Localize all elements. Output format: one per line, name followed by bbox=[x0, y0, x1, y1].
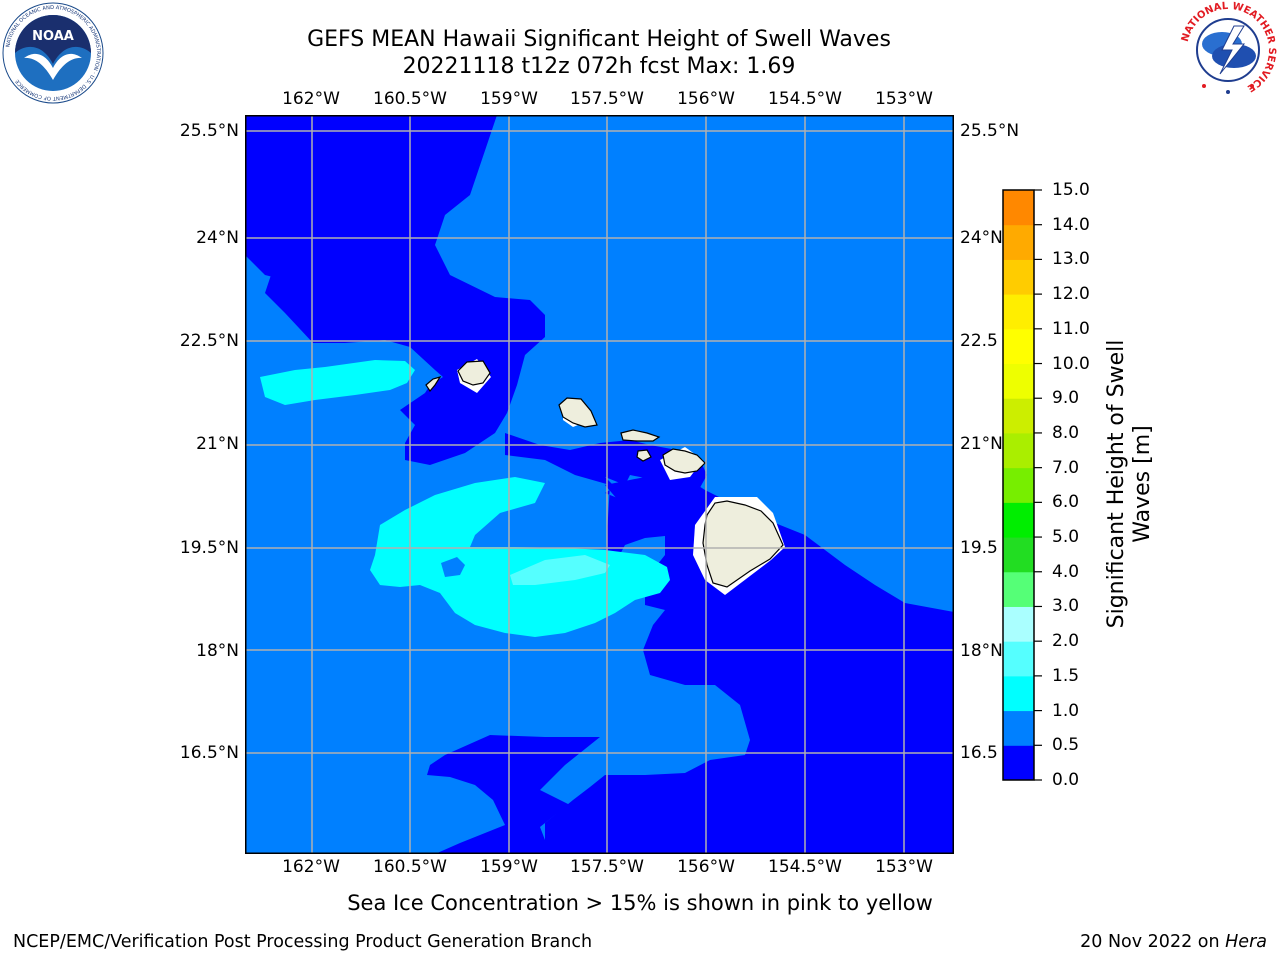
lon-tick-bottom-3: 159°W bbox=[480, 857, 538, 877]
lon-tick-top-4: 157.5°W bbox=[570, 89, 644, 109]
noaa-logo-text: NOAA bbox=[32, 29, 74, 44]
lon-tick-top-2: 160.5°W bbox=[373, 89, 447, 109]
colorbar-band-5 bbox=[1003, 571, 1034, 607]
colorbar-tick-label: 6.0 bbox=[1052, 492, 1080, 513]
band-1p0-1p5-northwest bbox=[260, 360, 415, 405]
lon-tick-bottom-7: 153°W bbox=[875, 857, 933, 877]
swell-height-map bbox=[245, 115, 954, 854]
map-frame bbox=[245, 115, 954, 854]
lat-tick-right-7: 16.5 bbox=[960, 743, 998, 763]
lon-tick-bottom-4: 157.5°W bbox=[570, 857, 644, 877]
colorbar-tick-label: 0.5 bbox=[1052, 735, 1080, 756]
footer-date: 20 Nov 2022 on Hera bbox=[1080, 932, 1267, 952]
band-0p5-1p0-hole bbox=[441, 557, 465, 577]
colorbar-tick-label: 0.0 bbox=[1052, 770, 1080, 790]
lat-tick-right-6: 18°N bbox=[960, 641, 1003, 661]
lon-tick-top-3: 159°W bbox=[480, 89, 538, 109]
map-title: GEFS MEAN Hawaii Significant Height of S… bbox=[307, 27, 891, 52]
colorbar-tick-label: 11.0 bbox=[1052, 318, 1090, 339]
colorbar bbox=[1002, 189, 1042, 781]
island-lanai bbox=[636, 449, 652, 462]
colorbar-tick-label: 15.0 bbox=[1052, 180, 1090, 200]
colorbar-tick-label: 8.0 bbox=[1052, 422, 1080, 443]
lon-tick-bottom-2: 160.5°W bbox=[373, 857, 447, 877]
colorbar-label: Significant Height of Swell Waves [m] bbox=[1104, 339, 1155, 629]
noaa-logo: NATIONAL OCEANIC AND ATMOSPHERIC ADMINIS… bbox=[2, 2, 104, 104]
band-1p0-1p5-central bbox=[370, 477, 670, 637]
colorbar-tick-label: 12.0 bbox=[1052, 284, 1090, 305]
colorbar-band-6 bbox=[1003, 537, 1034, 573]
colorbar-band-0 bbox=[1003, 745, 1034, 781]
band-0-maui-big-island bbox=[505, 433, 707, 567]
colorbar-band-8 bbox=[1003, 467, 1034, 503]
colorbar-band-7 bbox=[1003, 502, 1034, 538]
colorbar-band-2 bbox=[1003, 675, 1034, 712]
colorbar-band-14 bbox=[1003, 259, 1034, 295]
colorbar-tick-label: 3.0 bbox=[1052, 596, 1080, 617]
lon-tick-top-6: 154.5°W bbox=[768, 89, 842, 109]
island-kauai bbox=[457, 360, 491, 386]
colorbar-band-11 bbox=[1003, 363, 1034, 399]
colorbar-band-16 bbox=[1003, 190, 1034, 226]
colorbar-band-15 bbox=[1003, 224, 1034, 260]
lon-tick-top-7: 153°W bbox=[875, 89, 933, 109]
colorbar-tick-label: 10.0 bbox=[1052, 353, 1090, 374]
colorbar-band-3 bbox=[1003, 641, 1034, 677]
lat-tick-right-2: 24°N bbox=[960, 228, 1003, 248]
lat-tick-right-4: 21°N bbox=[960, 434, 1003, 454]
colorbar-tick-label: 14.0 bbox=[1052, 214, 1090, 235]
lat-tick-left-5: 19.5°N bbox=[179, 538, 239, 558]
colorbar-tick-label: 9.0 bbox=[1052, 388, 1080, 409]
colorbar-tick-label: 7.0 bbox=[1052, 457, 1080, 478]
lat-tick-left-3: 22.5°N bbox=[179, 331, 239, 351]
colorbar-tick-label: 5.0 bbox=[1052, 527, 1080, 548]
lat-tick-right-1: 25.5°N bbox=[960, 121, 1020, 141]
lon-tick-bottom-5: 156°W bbox=[677, 857, 735, 877]
colorbar-tick-label: 1.0 bbox=[1052, 700, 1080, 721]
colorbar-band-13 bbox=[1003, 294, 1034, 330]
lat-tick-left-6: 18°N bbox=[196, 641, 239, 661]
island-molokai bbox=[620, 429, 661, 442]
lat-tick-left-1: 25.5°N bbox=[179, 121, 239, 141]
lon-tick-bottom-6: 154.5°W bbox=[768, 857, 842, 877]
islands bbox=[425, 360, 784, 588]
band-0-south bbox=[427, 735, 600, 854]
lon-tick-bottom-1: 162°W bbox=[282, 857, 340, 877]
colorbar-band-12 bbox=[1003, 328, 1034, 365]
lat-tick-right-3: 22.5 bbox=[960, 331, 998, 351]
band-1p5-2p0-central bbox=[510, 555, 610, 585]
lat-tick-left-4: 21°N bbox=[196, 434, 239, 454]
colorbar-tick-label: 2.0 bbox=[1052, 631, 1080, 652]
lat-tick-left-2: 24°N bbox=[196, 228, 239, 248]
island-niihau bbox=[425, 375, 442, 393]
map-subtitle: 20221118 t12z 072h fcst Max: 1.69 bbox=[402, 54, 796, 79]
lat-tick-left-7: 16.5°N bbox=[179, 743, 239, 763]
graticule bbox=[245, 115, 954, 854]
sea-ice-note: Sea Ice Concentration > 15% is shown in … bbox=[347, 891, 933, 915]
footer-branch: NCEP/EMC/Verification Post Processing Pr… bbox=[13, 932, 593, 952]
island-maui bbox=[662, 448, 706, 474]
colorbar-band-9 bbox=[1003, 432, 1034, 469]
nws-logo: NATIONAL WEATHER SERVICE bbox=[1179, 1, 1277, 99]
lat-tick-right-5: 19.5 bbox=[960, 538, 998, 558]
island-hawaii bbox=[702, 500, 784, 588]
band-0-southeast bbox=[545, 475, 954, 854]
lon-tick-top-1: 162°W bbox=[282, 89, 340, 109]
colorbar-band-1 bbox=[1003, 710, 1034, 746]
colorbar-band-10 bbox=[1003, 398, 1034, 434]
lon-tick-top-5: 156°W bbox=[677, 89, 735, 109]
colorbar-tick-label: 4.0 bbox=[1052, 561, 1080, 582]
colorbar-band-4 bbox=[1003, 606, 1034, 642]
colorbar-tick-label: 1.5 bbox=[1052, 665, 1080, 686]
colorbar-tick-label: 13.0 bbox=[1052, 249, 1090, 270]
island-oahu bbox=[558, 397, 598, 428]
